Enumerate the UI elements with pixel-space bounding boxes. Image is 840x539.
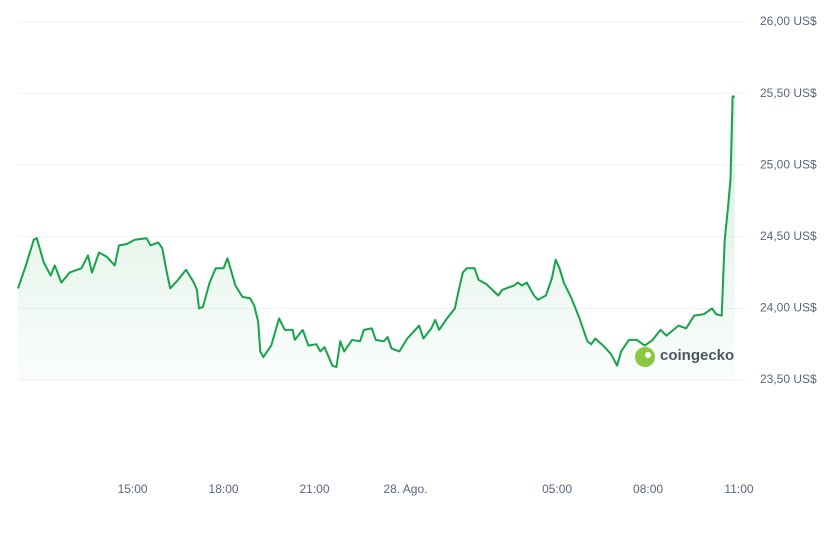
y-tick-label: 24,00 US$ [760, 301, 817, 315]
x-tick-label: 11:00 [724, 482, 753, 496]
x-tick-label: 18:00 [209, 482, 239, 496]
x-tick-label: 15:00 [118, 482, 148, 496]
watermark-eye [645, 352, 651, 358]
price-line [17, 95, 735, 369]
y-tick-label: 24,50 US$ [760, 229, 817, 243]
y-tick-label: 25,00 US$ [760, 157, 817, 171]
watermark-logo [635, 347, 655, 367]
watermark-text: coingecko [660, 347, 734, 364]
x-tick-label: 08:00 [633, 482, 663, 496]
y-tick-label: 23,50 US$ [760, 372, 817, 386]
y-tick-label: 26,00 US$ [760, 14, 817, 28]
x-tick-label: 05:00 [542, 482, 572, 496]
x-tick-label: 28. Ago. [383, 482, 427, 496]
area-fill [18, 96, 735, 380]
watermark: coingecko [635, 347, 734, 367]
x-tick-label: 21:00 [300, 482, 330, 496]
y-tick-label: 25,50 US$ [760, 86, 817, 100]
